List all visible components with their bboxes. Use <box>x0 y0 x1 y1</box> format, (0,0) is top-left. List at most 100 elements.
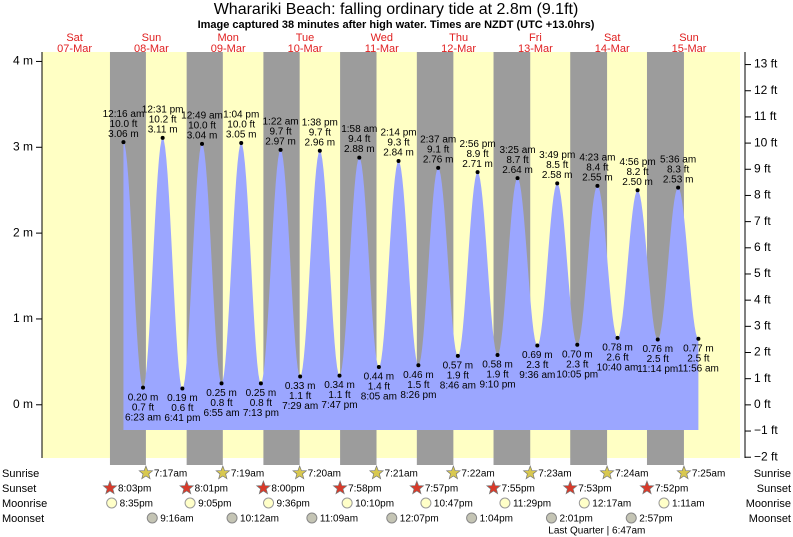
tide-point <box>676 185 681 190</box>
tide-point <box>376 365 381 370</box>
date-label: 11-Mar <box>365 43 399 55</box>
tide-point <box>635 188 640 193</box>
sun-icon <box>599 465 615 480</box>
moonset-time: 11:09am <box>320 514 358 525</box>
tide-point <box>239 140 244 145</box>
tide-label: 1.4 ft <box>368 382 390 393</box>
tide-label: 9.7 ft <box>269 126 291 137</box>
tide-label: 7:13 pm <box>243 408 279 419</box>
tide-label: 2.71 m <box>462 159 493 170</box>
sun-icon <box>522 465 538 480</box>
moonset-icon <box>306 512 318 524</box>
y2-tick-label: 7 ft <box>754 214 771 228</box>
tide-label: 2.3 ft <box>526 360 548 371</box>
tide-label: 8:05 am <box>361 392 397 403</box>
row-label: Moonset <box>2 513 44 525</box>
sun-icon <box>676 465 692 480</box>
moonrise-time: 11:29pm <box>513 499 551 510</box>
y-tick-label: 0 m <box>13 397 33 411</box>
tide-point <box>416 363 421 368</box>
tide-point <box>655 337 660 342</box>
day-label: Sun <box>679 32 699 44</box>
tide-label: 0.76 m <box>642 344 673 355</box>
sunrise-time: 7:22am <box>461 469 494 480</box>
tide-point <box>615 335 620 340</box>
date-label: 07-Mar <box>57 43 92 55</box>
moonrise-time: 8:35pm <box>120 499 153 510</box>
moonrise-time: 9:05pm <box>198 499 231 510</box>
tide-label: 2.3 ft <box>566 359 588 370</box>
tide-label: 10.0 ft <box>188 120 216 131</box>
y2-tick-label: 10 ft <box>754 135 778 149</box>
tide-point <box>595 183 600 188</box>
tide-label: 0.33 m <box>285 381 316 392</box>
moonset-time: 9:16am <box>160 514 193 525</box>
tide-label: 6:23 am <box>125 412 161 423</box>
sun-icon <box>639 480 655 495</box>
sunrise-time: 7:19am <box>231 469 264 480</box>
tide-point <box>121 140 126 145</box>
moonrise-icon <box>499 497 511 509</box>
moonset-icon <box>146 512 158 524</box>
tide-point <box>141 385 146 390</box>
moonrise-icon <box>184 497 196 509</box>
tide-label: 2.58 m <box>542 170 573 181</box>
sun-icon <box>138 465 154 480</box>
sun-icon <box>292 465 308 480</box>
tide-label: 0.19 m <box>167 393 198 404</box>
tide-label: 2.64 m <box>502 165 533 176</box>
sun-icon <box>102 480 118 495</box>
row-label: Moonset <box>749 513 791 525</box>
day-label: Sun <box>142 32 162 44</box>
y-tick-label: 4 m <box>13 54 33 68</box>
tide-label: 0.69 m <box>522 350 553 361</box>
tide-point <box>575 342 580 347</box>
tide-label: 3:49 pm <box>539 150 575 161</box>
tide-label: 0.58 m <box>482 360 513 371</box>
tide-point <box>357 155 362 160</box>
moonrise-time: 10:10pm <box>355 499 394 510</box>
sunset-time: 8:00pm <box>271 484 304 495</box>
tide-label: 8:26 pm <box>400 390 436 401</box>
tide-label: 11:56 am <box>678 363 719 374</box>
tide-label: 8.3 ft <box>667 164 689 175</box>
tide-point <box>160 135 165 140</box>
day-label: Thu <box>449 32 468 44</box>
tide-label: 2.97 m <box>265 136 296 147</box>
sun-icon <box>368 465 385 480</box>
tide-label: 7:29 am <box>282 401 318 412</box>
y-tick-label: 2 m <box>13 225 33 239</box>
tide-label: 6:41 pm <box>164 413 200 424</box>
moonrise-time: 9:36pm <box>277 499 310 510</box>
y2-tick-label: 5 ft <box>754 266 771 280</box>
sun-icon <box>562 480 578 495</box>
tide-label: 2.55 m <box>582 173 613 184</box>
tide-label: 4:56 pm <box>620 157 656 168</box>
sun-icon <box>332 480 348 495</box>
moonrise-time: 10:47pm <box>434 499 473 510</box>
date-label: 09-Mar <box>211 43 246 55</box>
day-label: Sat <box>66 32 83 44</box>
tide-label: 0.34 m <box>324 380 355 391</box>
tide-label: 7:47 pm <box>321 400 357 411</box>
tide-point <box>696 336 701 341</box>
y2-tick-label: 3 ft <box>754 319 771 333</box>
y-tick-label: 1 m <box>13 311 33 325</box>
sunrise-time: 7:23am <box>538 469 571 480</box>
tide-point <box>337 373 342 378</box>
tide-label: 1:04 pm <box>223 110 259 121</box>
tide-label: 1.1 ft <box>328 390 350 401</box>
tide-label: 10.0 ft <box>110 119 138 130</box>
tide-label: 1:38 pm <box>302 117 338 128</box>
tide-label: 9.1 ft <box>427 145 449 156</box>
day-label: Fri <box>529 32 542 44</box>
moonrise-icon <box>341 497 353 509</box>
date-label: 14-Mar <box>595 43 630 55</box>
tide-label: 2.5 ft <box>647 354 669 365</box>
tide-label: 12:31 pm <box>142 104 184 115</box>
moonset-time: 10:12am <box>240 514 279 525</box>
sunrise-time: 7:25am <box>692 469 725 480</box>
date-label: 15-Mar <box>672 43 707 55</box>
moonrise-icon <box>106 497 118 509</box>
